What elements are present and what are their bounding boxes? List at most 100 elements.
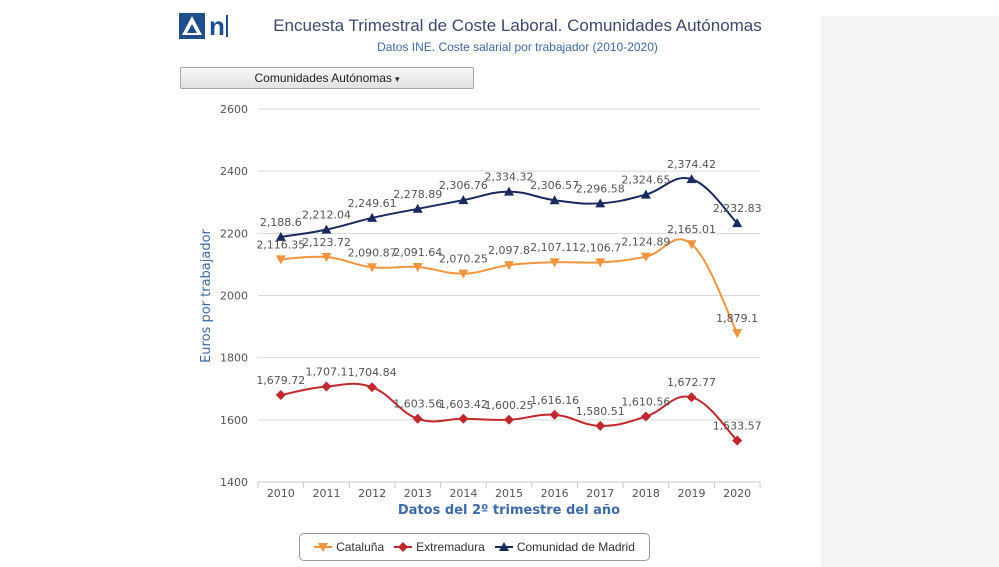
data-point-comunidad-de-madrid[interactable] [412, 203, 423, 213]
data-point-catalu-a[interactable] [595, 258, 606, 268]
x-tick-label: 2011 [312, 487, 340, 500]
data-point-comunidad-de-madrid[interactable] [321, 224, 332, 234]
x-tick-label: 2010 [267, 487, 295, 500]
y-tick-label: 2600 [220, 103, 248, 116]
x-axis-title: Datos del 2º trimestre del año [398, 503, 620, 518]
legend-item-comunidad-de-madrid[interactable]: Comunidad de Madrid [494, 540, 635, 554]
legend-marker-icon[interactable] [318, 543, 329, 552]
data-label-comunidad-de-madrid: 2,296.58 [576, 182, 625, 195]
data-label-catalu-a: 2,165.01 [667, 223, 716, 236]
data-point-comunidad-de-madrid[interactable] [504, 186, 514, 196]
data-point-comunidad-de-madrid[interactable] [367, 212, 378, 222]
data-point-catalu-a[interactable] [412, 263, 423, 273]
x-tick-label: 2016 [541, 487, 569, 500]
data-point-catalu-a[interactable] [367, 263, 378, 273]
x-tick-label: 2015 [495, 487, 523, 500]
x-tick-label: 2014 [449, 487, 477, 500]
logo-inner-triangle [187, 24, 197, 33]
data-label-catalu-a: 2,116.35 [256, 238, 305, 251]
data-label-catalu-a: 2,091.64 [393, 246, 442, 259]
data-label-comunidad-de-madrid: 2,249.61 [348, 197, 397, 210]
ine-logo: n [179, 11, 235, 41]
legend-symbol-icon [494, 542, 513, 551]
page-title: Encuesta Trimestral de Coste Laboral. Co… [273, 16, 762, 35]
data-label-comunidad-de-madrid: 2,374.42 [667, 158, 716, 171]
data-label-catalu-a: 2,107.11 [530, 241, 579, 254]
data-point-extremadura[interactable] [275, 390, 286, 401]
legend-item-catalu-a[interactable]: Cataluña [314, 540, 384, 554]
legend-symbol-icon [394, 542, 413, 552]
data-point-comunidad-de-madrid[interactable] [595, 198, 606, 208]
data-point-extremadura[interactable] [595, 420, 606, 431]
side-panel [821, 16, 999, 567]
data-point-catalu-a[interactable] [321, 253, 332, 263]
data-point-comunidad-de-madrid[interactable] [458, 195, 469, 205]
data-point-catalu-a[interactable] [504, 261, 514, 271]
data-point-comunidad-de-madrid[interactable] [549, 195, 560, 205]
data-point-extremadura[interactable] [640, 411, 651, 422]
data-point-extremadura[interactable] [732, 435, 743, 446]
logo-text: n [209, 13, 225, 39]
data-point-extremadura[interactable] [412, 413, 423, 424]
data-point-catalu-a[interactable] [275, 255, 286, 265]
data-point-catalu-a[interactable] [458, 269, 469, 279]
logo-bar [226, 15, 228, 37]
data-label-extremadura: 1,679.72 [256, 374, 305, 387]
legend-label: Comunidad de Madrid [516, 540, 635, 554]
data-label-extremadura: 1,600.25 [485, 399, 534, 412]
data-point-extremadura[interactable] [549, 409, 560, 420]
data-label-catalu-a: 1,879.1 [716, 312, 758, 325]
data-point-catalu-a[interactable] [640, 252, 651, 262]
data-label-extremadura: 1,603.56 [393, 398, 442, 411]
y-tick-label: 2200 [220, 227, 248, 240]
data-point-catalu-a[interactable] [686, 240, 697, 250]
y-axis-title: Euros por trabajador [199, 228, 214, 362]
data-label-catalu-a: 2,106.7 [579, 241, 621, 254]
data-point-catalu-a[interactable] [732, 329, 743, 339]
legend-label: Cataluña [336, 540, 385, 554]
data-label-catalu-a: 2,097.8 [488, 244, 530, 257]
data-label-comunidad-de-madrid: 2,324.65 [621, 174, 670, 187]
data-label-extremadura: 1,704.84 [348, 366, 397, 379]
page-subtitle: Datos INE. Coste salarial por trabajador… [377, 40, 658, 54]
legend-item-extremadura[interactable]: Extremadura [394, 540, 485, 554]
data-point-comunidad-de-madrid[interactable] [640, 189, 651, 199]
y-tick-label: 2000 [220, 290, 248, 303]
x-tick-label: 2020 [723, 487, 751, 500]
data-label-comunidad-de-madrid: 2,334.32 [485, 171, 534, 184]
data-point-comunidad-de-madrid[interactable] [275, 231, 286, 241]
legend-symbol-icon [314, 543, 333, 552]
legend-marker-icon[interactable] [398, 542, 409, 552]
x-tick-label: 2019 [678, 487, 706, 500]
data-point-extremadura[interactable] [458, 413, 469, 424]
data-point-extremadura[interactable] [504, 414, 514, 425]
data-label-extremadura: 1,580.51 [576, 405, 625, 418]
data-label-extremadura: 1,533.57 [713, 419, 762, 432]
region-dropdown[interactable]: Comunidades Autónomas ▾ [180, 67, 474, 89]
x-tick-label: 2018 [632, 487, 660, 500]
y-tick-label: 2400 [220, 165, 248, 178]
legend-marker-icon[interactable] [498, 542, 509, 551]
data-point-extremadura[interactable] [367, 382, 378, 393]
x-tick-label: 2017 [586, 487, 614, 500]
data-point-extremadura[interactable] [686, 392, 697, 403]
data-label-comunidad-de-madrid: 2,212.04 [302, 209, 351, 222]
data-point-comunidad-de-madrid[interactable] [686, 174, 697, 184]
legend-label: Extremadura [416, 540, 485, 554]
data-point-extremadura[interactable] [321, 381, 332, 392]
x-tick-label: 2013 [404, 487, 432, 500]
data-label-extremadura: 1,603.42 [439, 398, 488, 411]
data-label-extremadura: 1,616.16 [530, 394, 579, 407]
y-tick-label: 1400 [220, 476, 248, 489]
data-label-comunidad-de-madrid: 2,306.76 [439, 179, 488, 192]
data-label-comunidad-de-madrid: 2,278.89 [393, 188, 442, 201]
data-label-comunidad-de-madrid: 2,306.57 [530, 179, 579, 192]
data-point-comunidad-de-madrid[interactable] [732, 218, 743, 228]
y-tick-label: 1800 [220, 352, 248, 365]
data-point-catalu-a[interactable] [549, 258, 560, 268]
region-dropdown-label: Comunidades Autónomas [254, 71, 392, 85]
series-line-extremadura[interactable] [280, 382, 738, 442]
data-label-comunidad-de-madrid: 2,188.6 [260, 216, 302, 229]
series-line-catalu-a[interactable] [280, 238, 739, 334]
